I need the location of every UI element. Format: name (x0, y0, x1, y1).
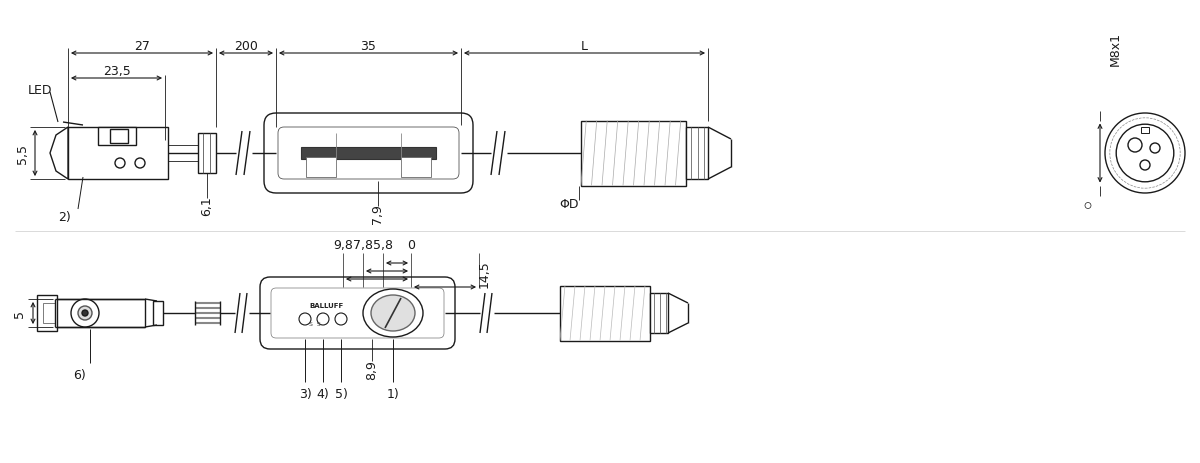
Bar (110, 130, 128, 144)
Circle shape (134, 159, 145, 169)
Circle shape (115, 159, 125, 169)
Text: ΦD: ΦD (559, 198, 578, 211)
Bar (55, 300, 145, 327)
Text: 5: 5 (13, 309, 26, 317)
FancyBboxPatch shape (264, 114, 473, 194)
Text: 14,5: 14,5 (478, 260, 491, 287)
Text: 4): 4) (317, 388, 329, 400)
Circle shape (82, 310, 88, 316)
Text: 23,5: 23,5 (103, 64, 131, 77)
Circle shape (1105, 114, 1186, 194)
Circle shape (71, 300, 98, 327)
Bar (43, 303, 55, 323)
Text: 27: 27 (134, 39, 150, 52)
Text: 5,5: 5,5 (16, 144, 29, 163)
Text: 1): 1) (386, 388, 400, 400)
Text: 200: 200 (234, 39, 258, 52)
Text: 7,9: 7,9 (371, 204, 384, 224)
Text: L: L (581, 39, 588, 52)
Text: 6,1: 6,1 (200, 196, 214, 215)
Text: 9,8: 9,8 (334, 239, 353, 252)
Bar (68, 128, 168, 180)
Text: 7,8: 7,8 (353, 239, 373, 252)
Bar (650, 294, 668, 333)
Circle shape (78, 307, 92, 320)
Bar (306, 158, 336, 178)
Text: 5): 5) (335, 388, 348, 400)
FancyBboxPatch shape (260, 277, 455, 349)
Text: M8x1: M8x1 (1109, 32, 1122, 66)
Text: 2): 2) (58, 211, 71, 224)
Circle shape (335, 313, 347, 325)
Text: 0: 0 (407, 239, 415, 252)
Bar (98, 128, 136, 146)
Text: 3): 3) (299, 388, 311, 400)
Ellipse shape (364, 289, 424, 337)
Text: 6): 6) (73, 369, 86, 382)
Circle shape (1150, 144, 1160, 154)
Circle shape (1116, 125, 1174, 182)
Text: 5,8: 5,8 (373, 239, 394, 252)
Circle shape (1128, 139, 1142, 153)
Text: 8,9: 8,9 (365, 359, 378, 379)
Bar (198, 134, 216, 174)
FancyBboxPatch shape (278, 128, 458, 180)
Ellipse shape (371, 295, 415, 332)
Text: S  S: S S (310, 321, 320, 326)
Bar (37, 295, 58, 332)
Bar (560, 286, 650, 341)
Circle shape (1140, 161, 1150, 171)
Bar (301, 148, 436, 160)
Bar (401, 158, 431, 178)
Circle shape (299, 313, 311, 325)
Text: LED: LED (28, 83, 53, 96)
Bar (581, 121, 686, 186)
Bar (1141, 128, 1150, 134)
Polygon shape (50, 128, 68, 180)
Bar (154, 301, 163, 325)
Text: BALLUFF: BALLUFF (308, 302, 343, 308)
FancyBboxPatch shape (271, 288, 444, 338)
Circle shape (317, 313, 329, 325)
Bar (686, 128, 708, 180)
Text: 35: 35 (360, 39, 377, 52)
